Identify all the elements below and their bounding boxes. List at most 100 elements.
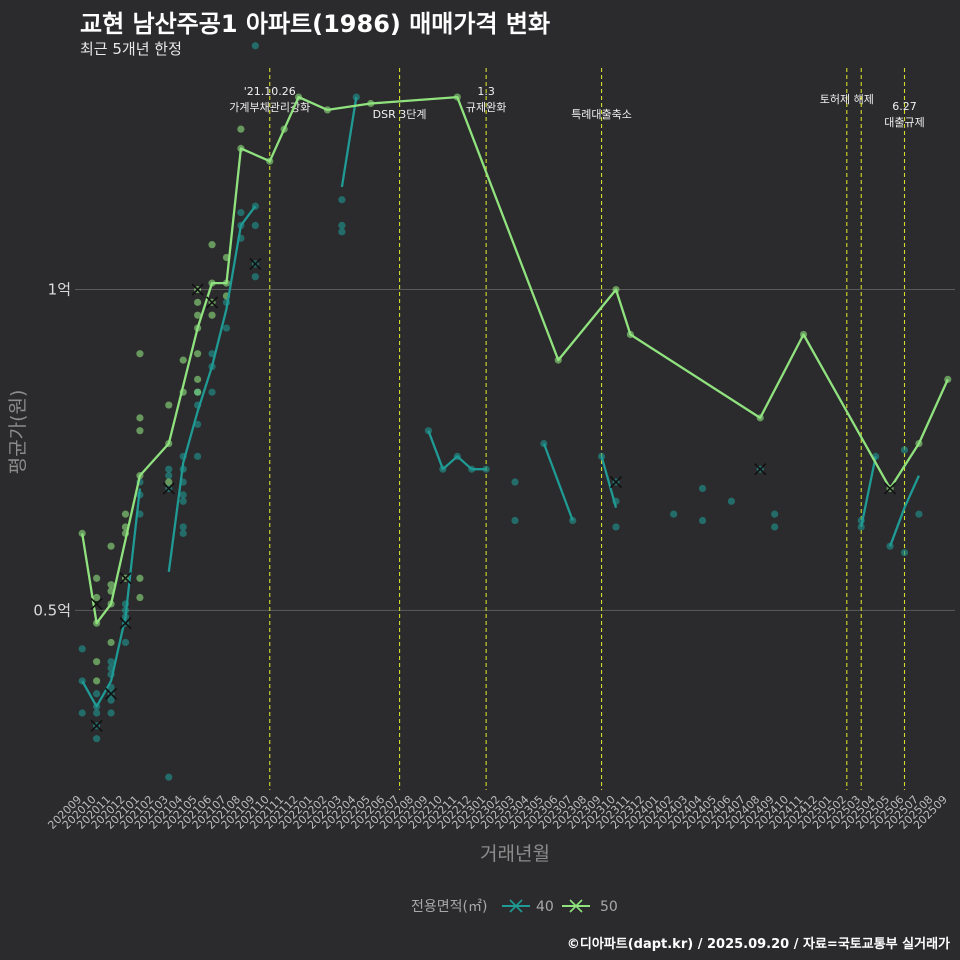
max-marker-50 xyxy=(191,283,204,296)
data-point-40 xyxy=(107,709,115,717)
chart-subtitle: 최근 5개년 한정 xyxy=(80,40,182,58)
data-point-40 xyxy=(900,549,909,557)
data-point-50 xyxy=(194,388,202,396)
data-point-40 xyxy=(900,446,909,454)
data-point-40 xyxy=(597,452,606,460)
trend-line-40 xyxy=(860,456,877,528)
trend-line-40 xyxy=(600,456,618,509)
data-point-50 xyxy=(121,510,130,518)
data-point-50 xyxy=(78,529,86,537)
data-point-40 xyxy=(179,491,187,499)
source-caption: ©디아파트(dapt.kr) / 2025.09.20 / 자료=국토교통부 실… xyxy=(566,937,950,952)
max-marker-40 xyxy=(162,482,175,495)
data-point-40 xyxy=(670,510,678,518)
data-point-40 xyxy=(771,523,779,531)
data-point-50 xyxy=(93,677,101,685)
legend-label-40: 40 xyxy=(536,899,554,915)
event-label: 6.27 xyxy=(892,100,917,113)
data-point-50 xyxy=(107,542,115,550)
data-point-50 xyxy=(165,401,173,409)
data-point-40 xyxy=(338,196,346,204)
data-point-40 xyxy=(482,465,490,473)
max-marker-40 xyxy=(90,719,103,732)
chart-title: 교현 남산주공1 아파트(1986) 매매가격 변화 xyxy=(80,10,551,38)
event-label: 특례대출축소 xyxy=(571,108,632,121)
data-point-40 xyxy=(78,709,86,717)
data-point-40 xyxy=(698,484,707,493)
max-marker-50 xyxy=(119,572,132,585)
data-point-40 xyxy=(222,324,231,332)
data-point-40 xyxy=(338,221,346,229)
data-point-40 xyxy=(771,510,779,518)
data-point-50 xyxy=(194,311,202,319)
trend-line-50 xyxy=(81,95,949,625)
data-point-40 xyxy=(727,497,735,505)
legend-title: 전용면적(㎡) xyxy=(411,899,487,915)
data-point-50 xyxy=(93,658,101,666)
event-label: 1.3 xyxy=(477,85,495,98)
axis-layer: 0.5억1억2020092020102020112020122021012021… xyxy=(33,281,950,832)
data-point-50 xyxy=(194,375,202,383)
data-point-40 xyxy=(208,388,216,396)
data-point-40 xyxy=(511,478,519,486)
trend-line-40 xyxy=(167,205,257,573)
data-point-50 xyxy=(136,593,144,602)
data-point-40 xyxy=(251,221,259,229)
data-point-40 xyxy=(165,472,173,480)
max-marker-40 xyxy=(105,687,118,700)
trend-line-40 xyxy=(889,475,920,547)
data-point-40 xyxy=(915,510,923,518)
data-point-50 xyxy=(194,350,202,358)
data-point-50 xyxy=(179,356,187,364)
grid-layer xyxy=(75,289,955,611)
data-point-40 xyxy=(511,516,519,525)
trend-line-40 xyxy=(427,430,487,471)
max-marker-40 xyxy=(249,257,262,270)
data-point-50 xyxy=(237,125,245,133)
data-point-40 xyxy=(237,208,245,217)
max-marker-40 xyxy=(119,617,132,630)
data-point-40 xyxy=(93,735,101,743)
data-point-50 xyxy=(165,478,173,486)
data-point-40 xyxy=(698,516,707,525)
data-point-40 xyxy=(93,709,101,717)
data-point-50 xyxy=(93,593,101,602)
data-point-50 xyxy=(194,298,202,306)
data-point-40 xyxy=(121,638,130,647)
legend-item-50: 50 xyxy=(562,899,618,915)
y-tick-label: 1억 xyxy=(48,281,71,299)
legend: 전용면적(㎡) 40 50 xyxy=(411,899,618,915)
max-marker-40 xyxy=(754,463,767,476)
event-label: 토허제 해제 xyxy=(820,92,874,106)
event-label: DSR 3단계 xyxy=(373,108,427,121)
data-point-40 xyxy=(338,228,346,236)
y-axis-title: 평균가(원) xyxy=(7,390,29,475)
max-marker-50 xyxy=(205,296,219,309)
data-point-40 xyxy=(107,696,115,704)
data-point-50 xyxy=(107,638,115,647)
event-label: '21.10.26 xyxy=(244,85,296,98)
max-marker-40 xyxy=(609,475,623,489)
data-point-50 xyxy=(136,427,144,435)
data-point-40 xyxy=(194,420,202,428)
x-axis-title: 거래년월 xyxy=(480,843,550,865)
event-label: 대출규제 xyxy=(884,116,924,129)
event-label: 규제완화 xyxy=(466,101,506,114)
data-point-50 xyxy=(208,311,216,319)
data-point-40 xyxy=(251,273,259,281)
legend-cross-40 xyxy=(509,899,523,913)
data-point-40 xyxy=(165,465,173,473)
data-point-40 xyxy=(165,773,173,781)
trend-line-40 xyxy=(542,443,574,521)
data-point-40 xyxy=(78,645,86,653)
data-point-40 xyxy=(179,529,187,537)
legend-item-40: 40 xyxy=(502,899,554,915)
data-point-40 xyxy=(179,523,187,531)
data-point-40 xyxy=(352,93,360,101)
data-point-50 xyxy=(107,581,115,589)
data-point-40 xyxy=(612,523,620,531)
data-point-40 xyxy=(251,42,259,50)
event-label: 가계부채관리강화 xyxy=(229,101,310,114)
